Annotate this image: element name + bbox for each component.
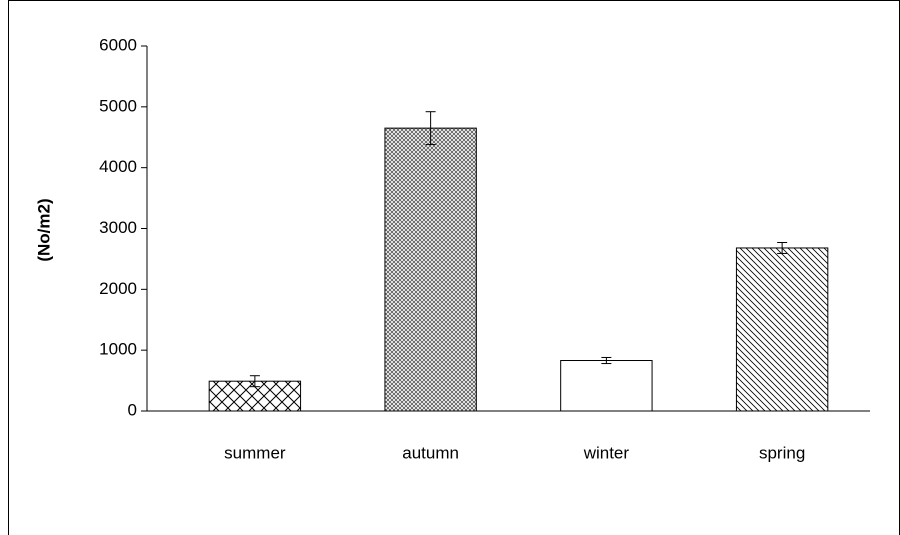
y-axis-label: (No/m2) bbox=[34, 198, 53, 261]
bar bbox=[735, 247, 829, 412]
x-tick-label: spring bbox=[759, 443, 805, 462]
error-bar bbox=[249, 375, 260, 388]
error-bar bbox=[601, 356, 612, 365]
y-tick-label: 0 bbox=[128, 400, 137, 419]
x-tick-label: autumn bbox=[402, 443, 459, 462]
error-bar bbox=[777, 241, 788, 254]
y-tick-label: 6000 bbox=[99, 35, 137, 54]
y-tick-label: 2000 bbox=[99, 279, 137, 298]
x-tick-label: winter bbox=[583, 443, 630, 462]
bar bbox=[384, 127, 477, 412]
x-tick-label: summer bbox=[224, 443, 286, 462]
error-bar bbox=[425, 111, 436, 146]
y-tick-label: 5000 bbox=[99, 96, 137, 115]
y-tick-label: 1000 bbox=[99, 340, 137, 359]
y-tick-label: 3000 bbox=[99, 218, 137, 237]
y-tick-label: 4000 bbox=[99, 157, 137, 176]
bar bbox=[560, 360, 653, 412]
